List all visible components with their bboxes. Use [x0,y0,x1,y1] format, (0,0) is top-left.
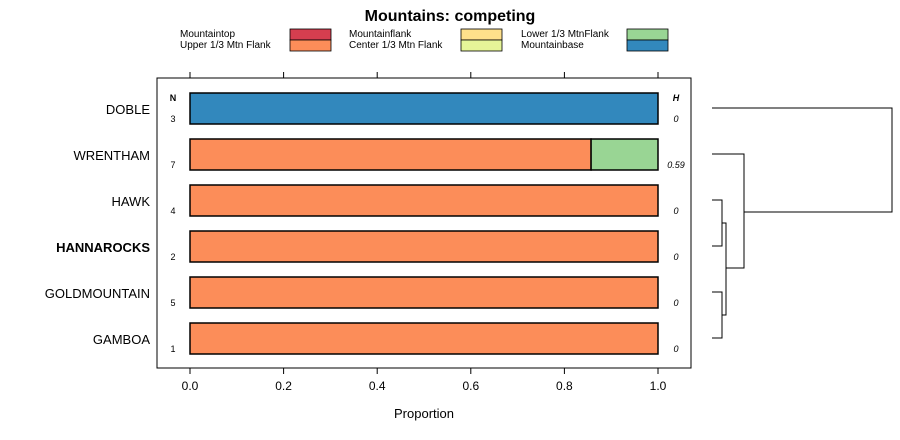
legend-label: Mountainflank [349,29,412,40]
legend-label: Lower 1/3 MtnFlank [521,29,610,40]
x-tick-label: 1.0 [650,379,667,393]
category-label: DOBLE [106,102,150,117]
bar-segment [189,276,659,309]
h-value-label: 0 [673,206,678,216]
h-value-label: 0.59 [667,160,685,170]
bar-segment [189,230,659,263]
legend-swatch [460,39,503,52]
dendrogram-branch [722,222,727,316]
n-count-label: 5 [170,298,175,308]
legend-swatch [460,28,503,41]
category-label: GAMBOA [93,332,150,347]
bar-segment [189,184,659,217]
plot-frame [156,77,692,369]
x-tick-label: 0.6 [462,379,479,393]
x-tick-label: 0.8 [556,379,573,393]
legend-label: Center 1/3 Mtn Flank [349,40,443,51]
category-label: WRENTHAM [73,148,150,163]
n-count-label: 7 [170,160,175,170]
dendrogram-branch [712,291,723,339]
bar-segment [590,138,659,171]
x-axis: 0.0 0.2 0.4 0.6 0.8 1.0 [182,72,667,393]
x-axis-title: Proportion [394,406,454,421]
dendrogram [712,107,893,339]
n-count-label: 3 [170,114,175,124]
row-labels: DOBLE 3 0 WRENTHAM 7 0.59 HAWK 4 0 HANNAROCKS 2 0 GO… [45,102,685,354]
legend-swatch [626,28,669,41]
bar-segment [189,138,592,171]
x-tick-label: 0.0 [182,379,199,393]
legend-label: Upper 1/3 Mtn Flank [180,40,272,51]
legend-swatch [289,39,332,52]
h-column-header: H [673,93,680,103]
legend-swatch [289,28,332,41]
x-tick-label: 0.4 [369,379,386,393]
chart-title: Mountains: competing [365,8,536,25]
h-value-label: 0 [673,298,678,308]
category-label: GOLDMOUNTAIN [45,286,150,301]
category-label: HANNAROCKS [56,240,150,255]
h-value-label: 0 [673,252,678,262]
dendrogram-branch [712,107,893,213]
category-label: HAWK [111,194,150,209]
h-value-label: 0 [673,114,678,124]
legend-label: Mountaintop [180,29,235,40]
dendrogram-branch [712,199,723,247]
bar-segment [189,92,659,125]
bar-segment [189,322,659,355]
legend-label: Mountainbase [521,40,584,51]
dendrogram-branch [712,153,745,269]
legend-swatch [626,39,669,52]
n-count-label: 2 [170,252,175,262]
x-tick-label: 0.2 [275,379,292,393]
n-count-label: 4 [170,206,175,216]
bars [189,92,659,355]
h-value-label: 0 [673,344,678,354]
n-count-label: 1 [170,344,175,354]
n-column-header: N [170,93,177,103]
